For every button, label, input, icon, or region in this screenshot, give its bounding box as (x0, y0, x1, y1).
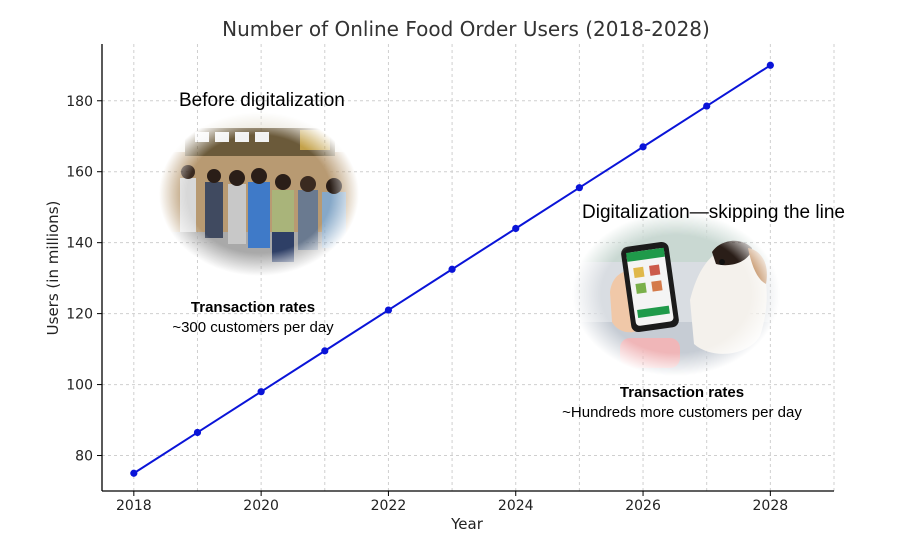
y-tick-label: 80 (75, 449, 93, 465)
y-axis-label: Users (in millions) (44, 201, 62, 336)
before-rate-label: Transaction rates (190, 299, 316, 316)
y-tick-label: 120 (66, 307, 93, 323)
after-heading: Digitalization—skipping the line (582, 202, 845, 223)
y-tick-label: 140 (66, 236, 93, 252)
data-point (703, 102, 711, 110)
series-group (130, 61, 774, 477)
x-tick-label: 2018 (116, 498, 152, 514)
x-tick-label: 2028 (753, 498, 789, 514)
photo-phone-ordering-with-dog (572, 212, 780, 376)
x-tick-label: 2022 (371, 498, 407, 514)
before-heading: Before digitalization (179, 90, 345, 111)
y-tick-label: 160 (66, 165, 93, 181)
data-point (639, 143, 647, 151)
after-rate-value: ~Hundreds more customers per day (562, 404, 802, 421)
chart-title: Number of Online Food Order Users (2018-… (222, 17, 710, 41)
data-point (193, 428, 202, 437)
data-point (321, 347, 329, 355)
y-tick-label: 100 (66, 378, 93, 394)
data-point (575, 184, 583, 192)
data-point (512, 224, 520, 233)
photo-people-queueing (159, 112, 359, 276)
axes: 2018 2020 2022 2024 2026 2028 80 100 120 140 160 18… (66, 44, 834, 514)
x-tick-label: 2026 (625, 498, 661, 514)
data-point (130, 469, 138, 477)
after-rate-label: Transaction rates (619, 384, 745, 401)
x-tick-label: 2020 (243, 498, 279, 514)
data-point (766, 61, 774, 69)
x-tick-label: 2024 (498, 498, 534, 514)
data-point (448, 265, 456, 273)
y-tick-label: 180 (66, 94, 93, 110)
data-point (257, 388, 265, 396)
x-axis-label: Year (450, 515, 484, 533)
before-rate-value: ~300 customers per day (172, 319, 334, 336)
data-point (384, 306, 393, 314)
